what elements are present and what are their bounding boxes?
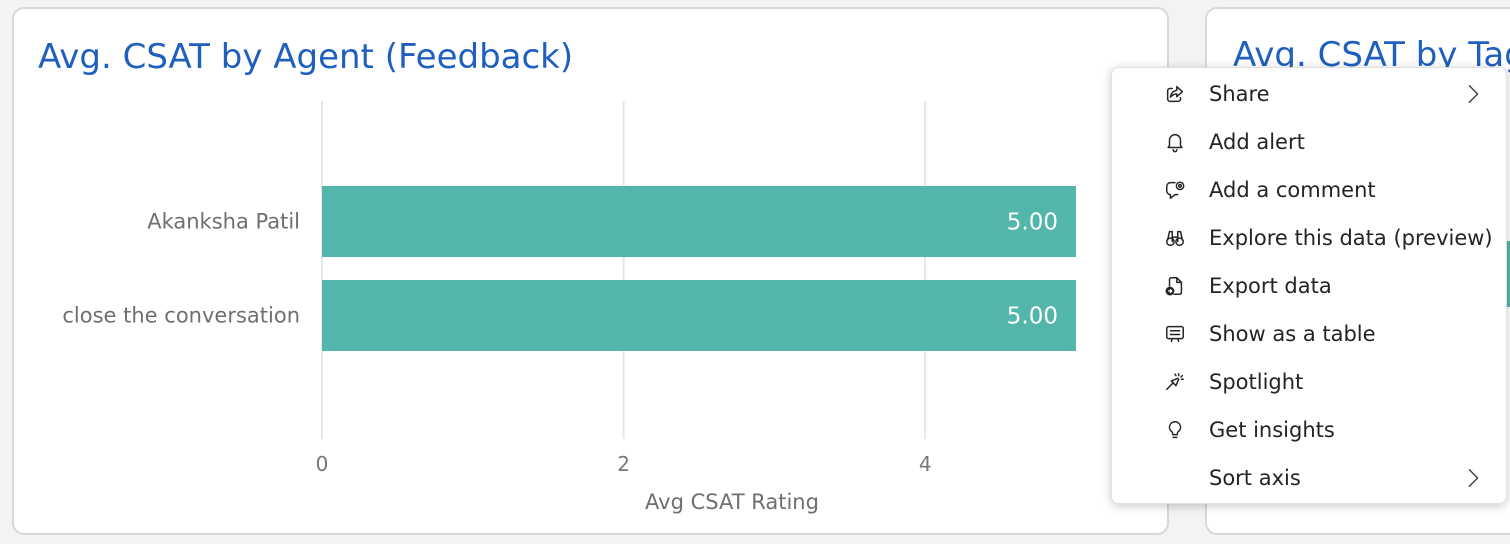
menu-item-export-data[interactable]: Export data [1112, 262, 1506, 310]
share-icon [1164, 83, 1186, 105]
menu-item-label: Share [1209, 82, 1270, 106]
x-tick-label: 4 [919, 452, 932, 476]
x-axis-label: Avg CSAT Rating [645, 490, 819, 514]
spotlight-icon [1164, 371, 1186, 393]
bell-icon [1164, 131, 1186, 153]
export-icon [1164, 275, 1186, 297]
category-label: Akanksha Patil [147, 210, 300, 234]
menu-item-label: Get insights [1209, 418, 1335, 442]
menu-item-show-table[interactable]: Show as a table [1112, 310, 1506, 358]
menu-item-get-insights[interactable]: Get insights [1112, 406, 1506, 454]
menu-item-add-alert[interactable]: Add alert [1112, 118, 1506, 166]
bar-chart: Akanksha Patil 5.00 close the conversation… [62, 101, 1076, 514]
category-label: close the conversation [62, 304, 300, 328]
menu-item-label: Show as a table [1209, 322, 1376, 346]
menu-item-label: Explore this data (preview) [1209, 226, 1493, 250]
bar[interactable] [322, 280, 1076, 351]
menu-item-explore-data[interactable]: Explore this data (preview) [1112, 214, 1506, 262]
chevron-right-icon [1462, 83, 1484, 105]
menu-item-label: Add alert [1209, 130, 1305, 154]
chevron-right-icon [1462, 467, 1484, 489]
menu-item-label: Export data [1209, 274, 1332, 298]
menu-item-label: Sort axis [1209, 466, 1301, 490]
menu-item-add-comment[interactable]: Add a comment [1112, 166, 1506, 214]
visual-card-csat-by-agent[interactable]: Avg. CSAT by Agent (Feedback) Akanksha P… [12, 7, 1169, 535]
bar[interactable] [322, 186, 1076, 257]
menu-item-label: Spotlight [1209, 370, 1304, 394]
menu-item-sort-axis[interactable]: Sort axis [1112, 454, 1506, 502]
menu-item-share[interactable]: Share [1112, 70, 1506, 118]
lightbulb-icon [1164, 419, 1186, 441]
context-menu: Share Add alert Add a comment [1111, 67, 1507, 504]
table-icon [1164, 323, 1186, 345]
menu-item-spotlight[interactable]: Spotlight [1112, 358, 1506, 406]
x-tick-label: 2 [617, 452, 630, 476]
comment-icon [1164, 179, 1186, 201]
visual-title: Avg. CSAT by Agent (Feedback) [38, 37, 574, 77]
menu-item-label: Add a comment [1209, 178, 1376, 202]
data-label: 5.00 [1007, 210, 1058, 236]
data-label: 5.00 [1007, 304, 1058, 330]
binoculars-icon [1164, 227, 1186, 249]
x-tick-label: 0 [316, 452, 329, 476]
